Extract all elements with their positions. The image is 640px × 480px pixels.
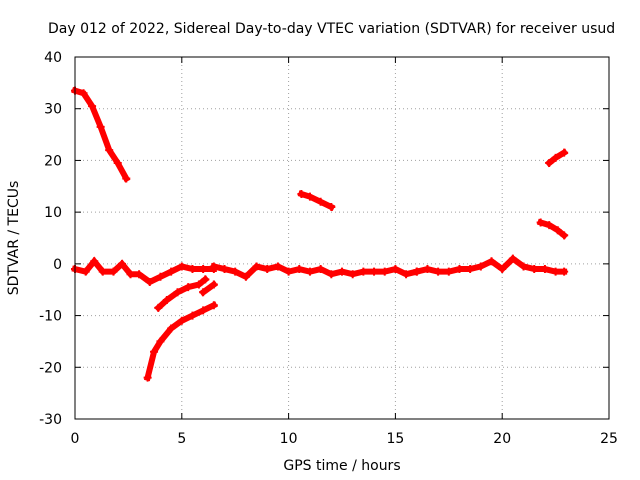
y-tick-label: -20 (39, 360, 62, 376)
x-tick-label: 0 (71, 431, 80, 447)
y-tick-label: -30 (39, 412, 62, 428)
y-tick-label: 20 (44, 153, 62, 169)
y-tick-label: 40 (44, 50, 62, 66)
y-tick-label: 30 (44, 102, 62, 118)
series-arc-low-recovery (144, 301, 218, 381)
axis-ticks (75, 57, 609, 419)
series-trace (203, 285, 214, 293)
y-axis-label: SDTVAR / TECUs (6, 181, 22, 296)
x-tick-label: 15 (386, 431, 404, 447)
y-tick-labels: -30 -20 -10 0 10 20 30 40 (39, 50, 62, 428)
data-series (71, 87, 568, 382)
grid-lines (75, 57, 609, 419)
chart: Day 012 of 2022, Sidereal Day-to-day VTE… (0, 0, 640, 480)
series-arc-mid-12h (297, 190, 335, 211)
x-tick-label: 10 (280, 431, 298, 447)
plot-frame (75, 57, 609, 419)
y-tick-label: -10 (39, 309, 62, 325)
series-arc-baseline-early (71, 257, 218, 286)
x-tick-labels: 0 5 10 15 20 25 (71, 431, 618, 447)
chart-title: Day 012 of 2022, Sidereal Day-to-day VTE… (48, 21, 615, 37)
series-arc-high-descending (71, 87, 130, 183)
y-tick-label: 0 (53, 257, 62, 273)
y-tick-label: 10 (44, 205, 62, 221)
series-arc-late-rising (545, 149, 568, 167)
series-arc-baseline-late (413, 255, 568, 276)
x-tick-label: 25 (600, 431, 618, 447)
series-arc-baseline-mid (210, 262, 421, 280)
x-tick-label: 20 (493, 431, 511, 447)
series-trace (301, 194, 331, 207)
series-arc-late-falling (537, 218, 568, 239)
x-axis-label: GPS time / hours (283, 458, 400, 474)
x-tick-label: 5 (177, 431, 186, 447)
